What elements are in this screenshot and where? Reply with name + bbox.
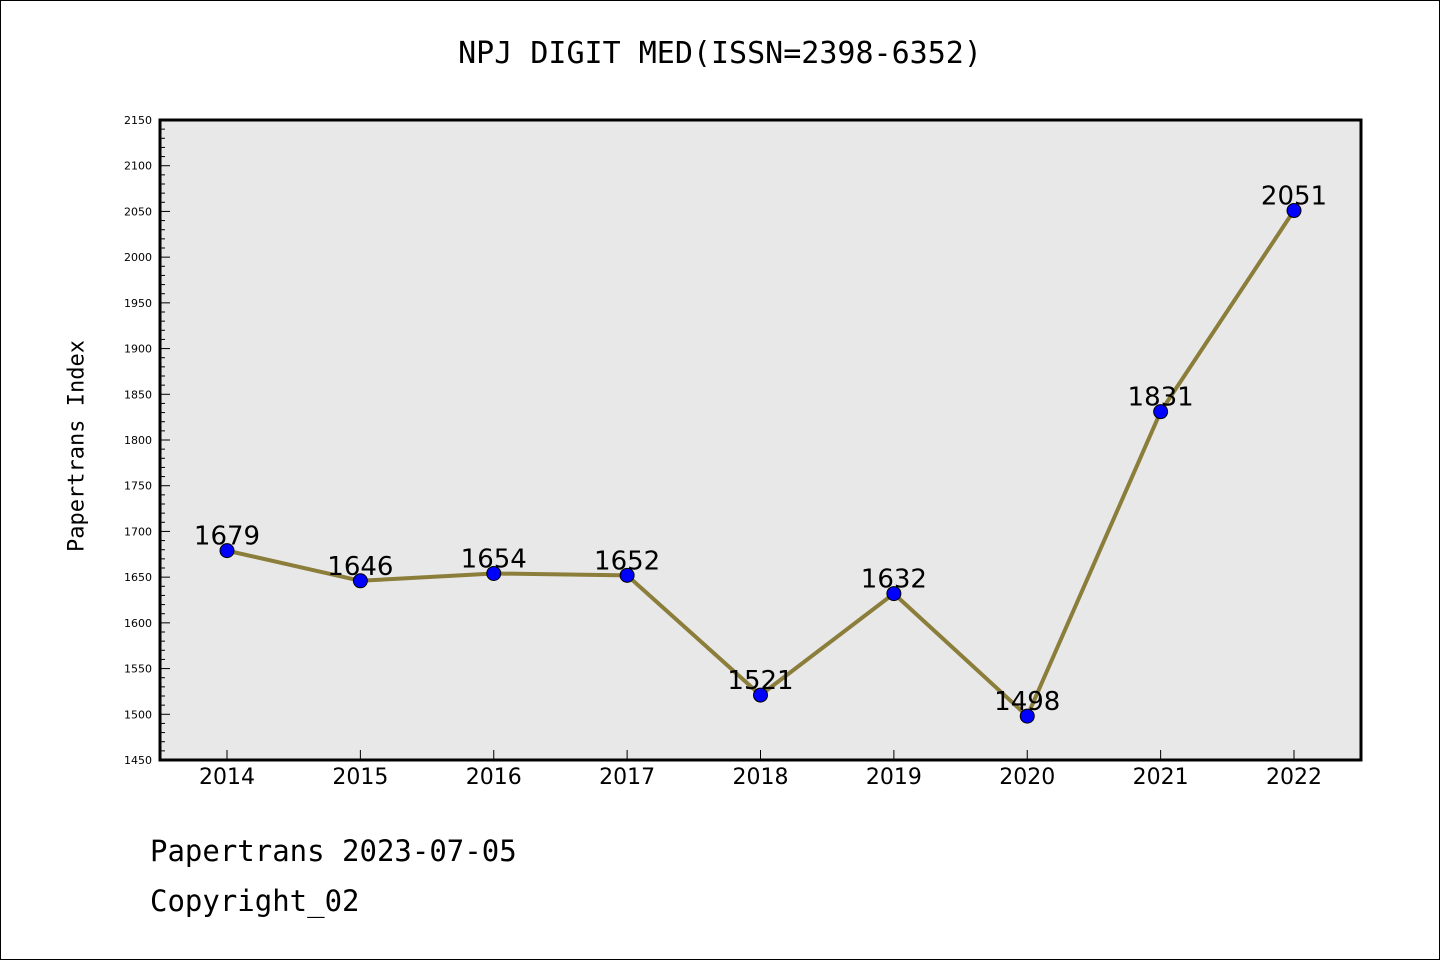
y-tick-label: 1900 xyxy=(124,343,152,356)
x-tick-label: 2017 xyxy=(599,765,655,790)
x-tick-label: 2014 xyxy=(199,765,255,790)
y-tick-label: 2100 xyxy=(124,160,152,173)
y-tick-label: 1550 xyxy=(124,663,152,676)
y-tick-label: 2150 xyxy=(124,114,152,127)
data-label: 1498 xyxy=(994,687,1060,717)
footer-copyright: Copyright_02 xyxy=(150,884,360,918)
y-tick-label: 2050 xyxy=(124,205,152,218)
data-point xyxy=(1153,404,1169,420)
data-point xyxy=(352,573,368,589)
data-label: 1679 xyxy=(194,522,260,552)
data-point xyxy=(1019,708,1035,724)
x-tick-label: 2020 xyxy=(999,765,1055,790)
x-tick-label: 2019 xyxy=(866,765,922,790)
x-tick-label: 2021 xyxy=(1133,765,1189,790)
data-label: 2051 xyxy=(1261,182,1327,212)
data-label: 1521 xyxy=(727,666,793,696)
data-point xyxy=(219,543,235,559)
y-tick-label: 1700 xyxy=(124,525,152,538)
y-tick-label: 1500 xyxy=(124,708,152,721)
y-tick-label: 1600 xyxy=(124,617,152,630)
footer-date: Papertrans 2023-07-05 xyxy=(150,834,517,868)
data-label: 1654 xyxy=(461,544,527,574)
data-point xyxy=(619,567,635,583)
y-tick-label: 1800 xyxy=(124,434,152,447)
data-label: 1652 xyxy=(594,546,660,576)
y-tick-label: 1450 xyxy=(124,754,152,767)
x-tick-label: 2018 xyxy=(733,765,789,790)
data-point xyxy=(1286,203,1302,219)
x-tick-label: 2016 xyxy=(466,765,522,790)
y-axis: 1450 1500 1550 1600 1650 1700 1750 1800 1850 1900… xyxy=(124,114,170,767)
plot-border xyxy=(158,118,1363,762)
x-tick-label: 2015 xyxy=(332,765,388,790)
data-label: 1831 xyxy=(1128,383,1194,413)
data-label: 1646 xyxy=(327,552,393,582)
chart-title: NPJ DIGIT MED(ISSN=2398-6352) xyxy=(458,36,982,71)
y-tick-label: 1750 xyxy=(124,480,152,493)
data-label-group: 1679 1646 1654 1652 1521 1632 1498 1831 2051 xyxy=(194,182,1327,718)
data-point xyxy=(486,565,502,581)
data-point xyxy=(753,687,768,703)
x-axis: 2014 2015 2016 2017 2018 2019 2020 2021 2022 xyxy=(199,750,1322,790)
marker-group xyxy=(219,203,1302,724)
data-point xyxy=(886,586,902,602)
data-label: 1632 xyxy=(861,565,927,595)
y-tick-label: 1650 xyxy=(124,571,152,584)
y-tick-label: 2000 xyxy=(124,251,152,264)
plot-area xyxy=(160,120,1361,760)
y-tick-label: 1850 xyxy=(124,388,152,401)
x-tick-label: 2022 xyxy=(1266,765,1322,790)
y-tick-label: 1950 xyxy=(124,297,152,310)
